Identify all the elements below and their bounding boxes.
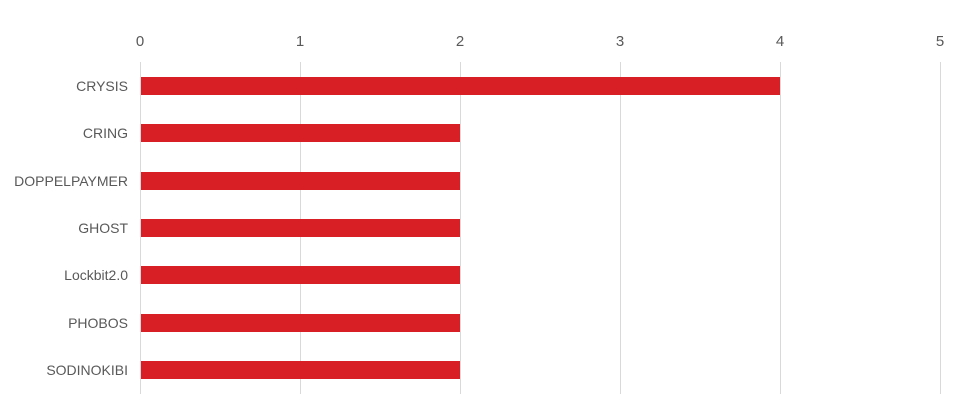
- x-axis-tick-label: 4: [775, 33, 785, 50]
- bar-cring: [141, 124, 460, 143]
- vertical-gridline: [140, 62, 141, 394]
- x-axis-tick-label: 3: [615, 33, 625, 50]
- category-label: CRYSIS: [76, 77, 128, 94]
- bar-doppelpaymer: [141, 171, 460, 190]
- vertical-gridline: [460, 62, 461, 394]
- x-axis-tick-label: 2: [455, 33, 465, 50]
- vertical-gridline: [940, 62, 941, 394]
- x-axis-tick-label: 5: [935, 33, 945, 50]
- category-label: PHOBOS: [68, 314, 128, 331]
- vertical-gridline: [780, 62, 781, 394]
- x-axis-tick-label: 1: [295, 33, 305, 50]
- bar-lockbit2.0: [141, 266, 460, 285]
- bar-ghost: [141, 219, 460, 237]
- category-label: Lockbit2.0: [64, 267, 128, 284]
- category-label: CRING: [82, 125, 128, 142]
- x-axis-tick-label: 0: [135, 33, 145, 50]
- bar-crysis: [141, 76, 780, 95]
- category-label: GHOST: [78, 220, 128, 236]
- category-label: SODINOKIBI: [46, 362, 128, 379]
- category-label: DOPPELPAYMER: [14, 172, 128, 189]
- bar-phobos: [141, 313, 460, 332]
- vertical-gridline: [620, 62, 621, 394]
- bar-sodinokibi: [141, 361, 460, 380]
